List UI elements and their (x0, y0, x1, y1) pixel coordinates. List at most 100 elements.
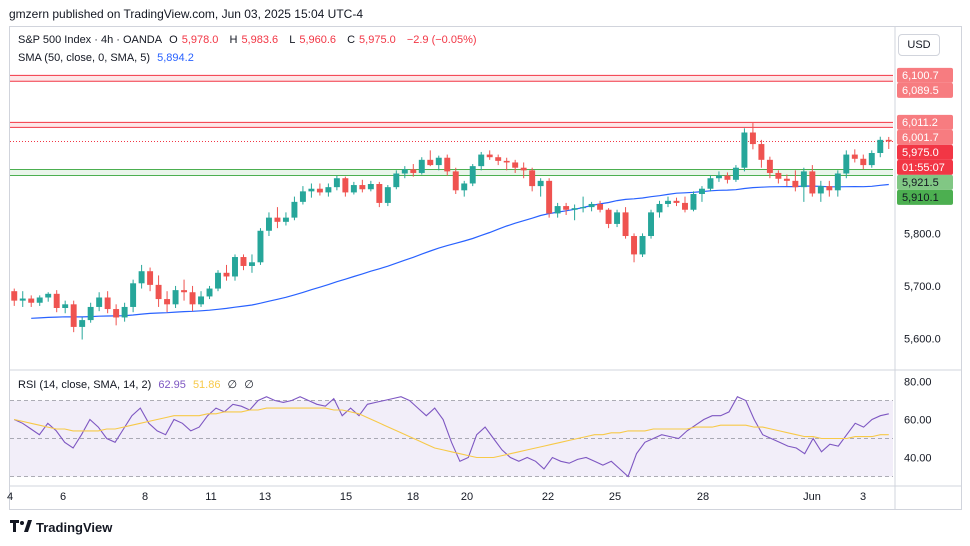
time-tick-label: Jun (803, 491, 821, 503)
candle-body (198, 296, 205, 305)
candle-body (588, 203, 595, 208)
candle-body (597, 203, 604, 210)
candle-body (512, 162, 519, 168)
publisher-line: gmzern published on TradingView.com, Jun… (9, 7, 363, 21)
time-tick-label: 6 (60, 491, 66, 503)
price-tag-bg (897, 82, 953, 98)
candle-body (444, 157, 451, 172)
price-tag-label: 01:55:07 (902, 162, 945, 174)
candle-body (36, 297, 43, 303)
price-tag-label: 5,921.5 (902, 177, 939, 189)
candle-body (648, 212, 654, 237)
rsi-tick-label: 80.00 (904, 377, 932, 389)
candle-body (877, 139, 884, 153)
candle-body (53, 293, 60, 308)
candle-body (376, 184, 383, 203)
time-tick-label: 4 (7, 491, 13, 503)
price-change: −2.9 (−0.05%) (406, 34, 477, 46)
footer-brand[interactable]: TradingView (10, 520, 112, 535)
price-tag-bg (897, 114, 953, 130)
resistance-zone-upper-band (10, 75, 893, 82)
price-tag-bg (897, 144, 953, 160)
candle-body (265, 217, 272, 231)
candle-body (622, 212, 629, 237)
candle-body (520, 167, 527, 171)
rsi-extra-2: ∅ (244, 379, 254, 391)
candle-body (631, 236, 638, 255)
candle-body (665, 200, 671, 204)
candle-body (418, 159, 425, 173)
candle-body (189, 292, 196, 305)
candle-body (783, 178, 790, 181)
candle-body (537, 180, 544, 187)
candle-body (155, 284, 162, 300)
candle-body (868, 153, 875, 166)
rsi-value: 62.95 (158, 379, 186, 391)
sma-legend: SMA (50, close, 0, SMA, 5) 5,894.2 (18, 52, 198, 64)
candle-body (62, 304, 69, 308)
candle-body (486, 154, 493, 158)
candle-body (308, 188, 315, 192)
candle-body (478, 154, 485, 167)
candle-body (809, 171, 816, 194)
candle-body (232, 257, 238, 277)
candle-body (639, 236, 646, 255)
price-tag-bg (897, 159, 953, 175)
candle-body (104, 297, 111, 310)
symbol-label: S&P 500 Index · 4h · OANDA (18, 34, 163, 46)
candle-body (79, 320, 86, 327)
candle-body (138, 271, 145, 284)
candle-body (690, 193, 697, 210)
candle-body (291, 201, 298, 218)
candle-body (792, 180, 799, 188)
ohlc-high: H 5,983.6 (229, 34, 279, 46)
price-legend: S&P 500 Index · 4h · OANDA O 5,978.0 H 5,9… (18, 34, 481, 46)
candle-body (215, 272, 221, 289)
candle-body (673, 200, 680, 203)
price-tag-bg (897, 174, 953, 190)
candle-body (758, 144, 765, 160)
candle-body (826, 186, 833, 191)
price-tag-label: 5,910.1 (902, 192, 939, 204)
price-tag-label: 6,011.2 (902, 117, 938, 129)
resistance-zone-lower-band (10, 122, 893, 128)
price-tick-label: 5,600.0 (904, 333, 941, 345)
candle-body (130, 283, 137, 307)
time-tick-label: 18 (407, 491, 419, 503)
candle-body (87, 306, 94, 321)
candle-body (605, 209, 612, 224)
support-zone-band (10, 169, 893, 176)
time-tick-label: 8 (142, 491, 148, 503)
candle-body (299, 191, 306, 202)
time-tick-label: 22 (542, 491, 554, 503)
candle-body (851, 154, 858, 159)
price-tag-bg (897, 67, 953, 83)
price-tag-bg (897, 189, 953, 205)
candle-body (656, 203, 663, 213)
candle-body (282, 217, 289, 222)
candle-body (28, 298, 35, 303)
candle-body (503, 160, 510, 163)
candle-body (724, 175, 731, 180)
ohlc-close: C 5,975.0 (347, 34, 396, 46)
candle-body (860, 158, 867, 166)
candle-body (427, 159, 434, 166)
sma-label: SMA (50, close, 0, SMA, 5) (18, 52, 151, 64)
price-tick-label: 5,800.0 (904, 228, 941, 240)
currency-button[interactable]: USD (898, 34, 940, 56)
candle-body (410, 169, 417, 173)
ohlc-open: O 5,978.0 (169, 34, 219, 46)
candle-body (96, 297, 103, 307)
candle-body (393, 173, 400, 188)
price-tag-label: 5,975.0 (902, 147, 939, 159)
candle-body (469, 166, 476, 184)
rsi-line (13, 395, 889, 478)
candle-body (401, 169, 408, 174)
candle-body (350, 185, 357, 193)
candle-body (223, 272, 230, 277)
rsi-tick-label: 40.00 (904, 453, 932, 465)
candle-body (164, 299, 171, 305)
time-tick-label: 28 (697, 491, 709, 503)
chart-frame[interactable] (9, 26, 962, 510)
